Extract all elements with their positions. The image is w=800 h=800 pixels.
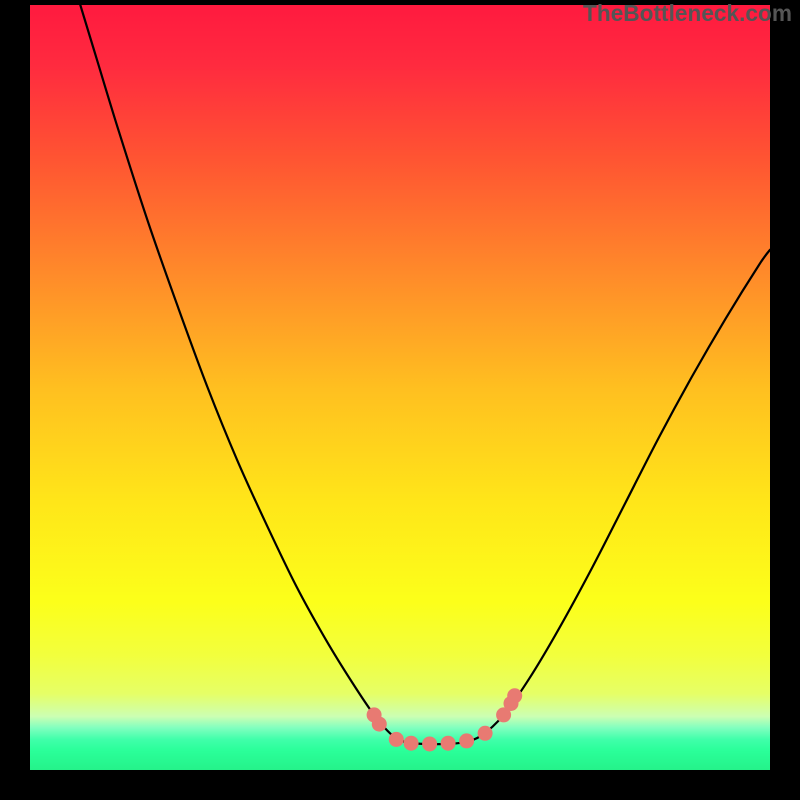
curve-marker (478, 726, 493, 741)
curve-marker (389, 732, 404, 747)
plot-area (30, 5, 770, 770)
curve-marker (441, 736, 456, 751)
curve-marker (507, 688, 522, 703)
figure-root: TheBottleneck.com (0, 0, 800, 800)
bottleneck-curve-chart (30, 5, 770, 770)
curve-marker (459, 733, 474, 748)
curve-marker (422, 736, 437, 751)
gradient-background (30, 5, 770, 770)
curve-marker (404, 736, 419, 751)
curve-marker (372, 717, 387, 732)
